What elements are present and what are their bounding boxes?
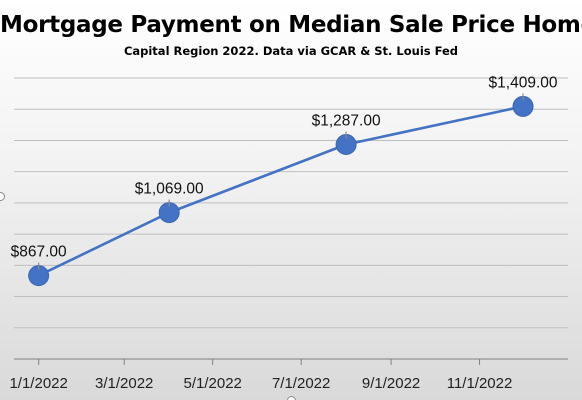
data-labels: $867.00 $1,069.00 $1,287.00 $1,409.00 — [11, 74, 558, 260]
chart-subtitle: Capital Region 2022. Data via GCAR & St.… — [123, 44, 459, 58]
series-line-layer — [38, 105, 524, 277]
x-tick-labels: 1/1/2022 3/1/2022 5/1/2022 7/1/2022 9/1/2022… — [9, 375, 512, 392]
data-label: $1,409.00 — [489, 74, 558, 91]
data-label: $867.00 — [11, 244, 67, 261]
chart-title: Mortgage Payment on Median Sale Price Ho… — [0, 12, 582, 38]
data-label: $1,287.00 — [312, 113, 381, 130]
gridlines — [14, 77, 568, 329]
data-markers — [28, 93, 534, 287]
data-label: $1,069.00 — [135, 181, 204, 198]
x-tick-label: 1/1/2022 — [9, 375, 67, 392]
series-line — [38, 105, 524, 277]
x-tick-label: 7/1/2022 — [272, 375, 330, 392]
chart-resize-handle[interactable] — [287, 396, 296, 400]
x-tick-label: 5/1/2022 — [183, 375, 241, 392]
x-tick-label: 3/1/2022 — [95, 375, 153, 392]
x-tick-label: 11/1/2022 — [447, 375, 513, 392]
x-axis — [14, 358, 568, 365]
x-tick-label: 9/1/2022 — [362, 375, 420, 392]
chart-resize-handle[interactable] — [0, 192, 5, 201]
